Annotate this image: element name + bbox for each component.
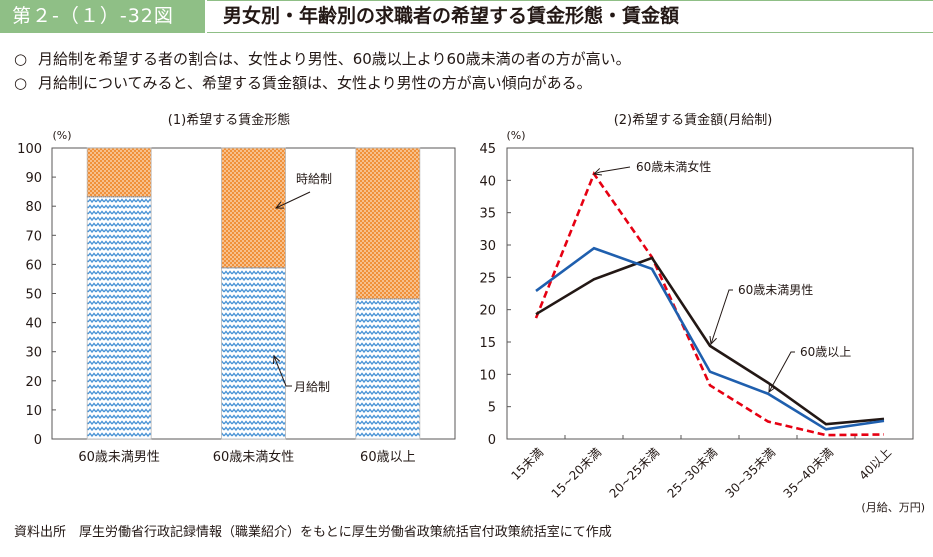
bar-y-unit: (%) <box>52 129 71 142</box>
line-y-tick-label: 20 <box>479 304 496 319</box>
line-x-tick-label: 35~40未満 <box>781 445 837 501</box>
bar-monthly <box>86 196 152 440</box>
annotation-male-arrow <box>710 289 733 345</box>
bar-monthly <box>355 298 421 440</box>
annotation-male-arrow-head <box>709 336 717 346</box>
annotation-female-arrow <box>593 166 631 175</box>
bar-y-tick-label: 40 <box>25 317 42 332</box>
line-y-unit: (%) <box>506 129 525 142</box>
annotation-60plus-arrow <box>768 351 795 393</box>
wage-form-bar-chart: (1)希望する賃金形態 (%) 0 10 20 30 40 50 60 70 80 90 100 60… <box>17 112 456 465</box>
bar-x-tick-label: 60歳未満男性 <box>78 450 160 465</box>
bar-x-tick-label: 60歳以上 <box>360 450 416 465</box>
figure-number: 第２-（１）-32図 <box>0 0 205 33</box>
bar-hourly <box>86 147 152 198</box>
source-note: 資料出所 厚生労働省行政記録情報（職業紹介）をもとに厚生労働省政策統括官付政策統… <box>14 525 612 540</box>
line-y-tick-label: 45 <box>479 142 496 157</box>
line-x-tick-label: 40以上 <box>856 445 894 483</box>
bullet-text: 月給制を希望する者の割合は、女性より男性、60歳以上より60歳未満の者の方が高い… <box>38 50 631 68</box>
wage-amount-line-chart: (2)希望する賃金額(月給制) (%) 0 5 10 15 20 25 30 35 40 45 15… <box>479 112 925 514</box>
annotation-monthly-arrow-head <box>272 354 281 365</box>
line-y-tick-label: 10 <box>479 368 496 383</box>
line-y-tick-label: 35 <box>479 207 496 222</box>
bar-y-tick-label: 10 <box>25 404 42 419</box>
annotation-female-label: 60歳未満女性 <box>636 159 711 174</box>
bar-monthly <box>221 267 286 440</box>
bar-y-tick-label: 90 <box>25 171 42 186</box>
bar-chart-title: (1)希望する賃金形態 <box>168 112 290 128</box>
line-chart-title: (2)希望する賃金額(月給制) <box>614 112 773 128</box>
line-y-tick-label: 40 <box>479 174 496 189</box>
line-y-tick-label: 25 <box>479 271 496 286</box>
line-y-tick-label: 15 <box>479 336 496 351</box>
figure-header: 第２-（１）-32図 男女別・年齢別の求職者の希望する賃金形態・賃金額 <box>0 0 933 33</box>
line-series-male-under60 <box>535 256 885 426</box>
line-x-unit: (月給、万円) <box>861 500 925 514</box>
bar-y-tick-label: 100 <box>17 142 42 157</box>
line-x-tick-label: 25~30未満 <box>665 445 721 501</box>
line-x-tick-label: 15~20未満 <box>549 445 605 501</box>
bullet-text: 月給制についてみると、希望する賃金額は、女性より男性の方が高い傾向がある。 <box>38 74 592 92</box>
bar-y-tick-label: 70 <box>25 229 42 244</box>
figure-title: 男女別・年齢別の求職者の希望する賃金形態・賃金額 <box>207 0 933 33</box>
bullet-1: ○ 月給制を希望する者の割合は、女性より男性、60歳以上より60歳未満の者の方が高… <box>14 50 631 68</box>
bar-y-tick-label: 50 <box>25 288 42 303</box>
annotation-60plus-arrow-head <box>768 383 776 394</box>
line-x-tick-label: 15未満 <box>508 445 546 483</box>
annotation-female-arrow-head <box>592 168 602 176</box>
bar-y-tick-label: 0 <box>34 433 42 448</box>
line-y-tick-label: 30 <box>479 239 496 254</box>
line-plot-frame <box>506 147 914 440</box>
bullet-circle-icon: ○ <box>14 50 28 68</box>
annotation-male-label: 60歳未満男性 <box>738 283 813 297</box>
annotation-monthly-label: 月給制 <box>294 380 330 394</box>
annotation-hourly-arrow-head <box>274 201 285 209</box>
annotation-60plus-label: 60歳以上 <box>800 345 851 359</box>
bar-y-tick-label: 80 <box>25 200 42 215</box>
line-series-female-under60 <box>534 171 885 437</box>
line-y-tick-label: 5 <box>488 401 496 416</box>
bullet-2: ○ 月給制についてみると、希望する賃金額は、女性より男性の方が高い傾向がある。 <box>14 74 592 92</box>
line-x-tick-label: 30~35未満 <box>723 445 779 501</box>
annotation-hourly-arrow <box>275 191 311 209</box>
bar-x-tick-label: 60歳未満女性 <box>213 449 295 465</box>
bullet-circle-icon: ○ <box>14 74 28 92</box>
bar-y-tick-label: 30 <box>25 346 42 361</box>
bar-hourly <box>355 147 421 300</box>
line-x-tick-label: 20~25未満 <box>607 445 663 501</box>
annotation-monthly-arrow <box>273 355 292 387</box>
annotation-hourly-label: 時給制 <box>296 172 332 186</box>
line-y-tick-label: 0 <box>488 433 496 448</box>
bar-hourly <box>221 147 286 269</box>
bar-y-tick-label: 20 <box>25 375 42 390</box>
bar-y-tick-label: 60 <box>25 258 42 273</box>
